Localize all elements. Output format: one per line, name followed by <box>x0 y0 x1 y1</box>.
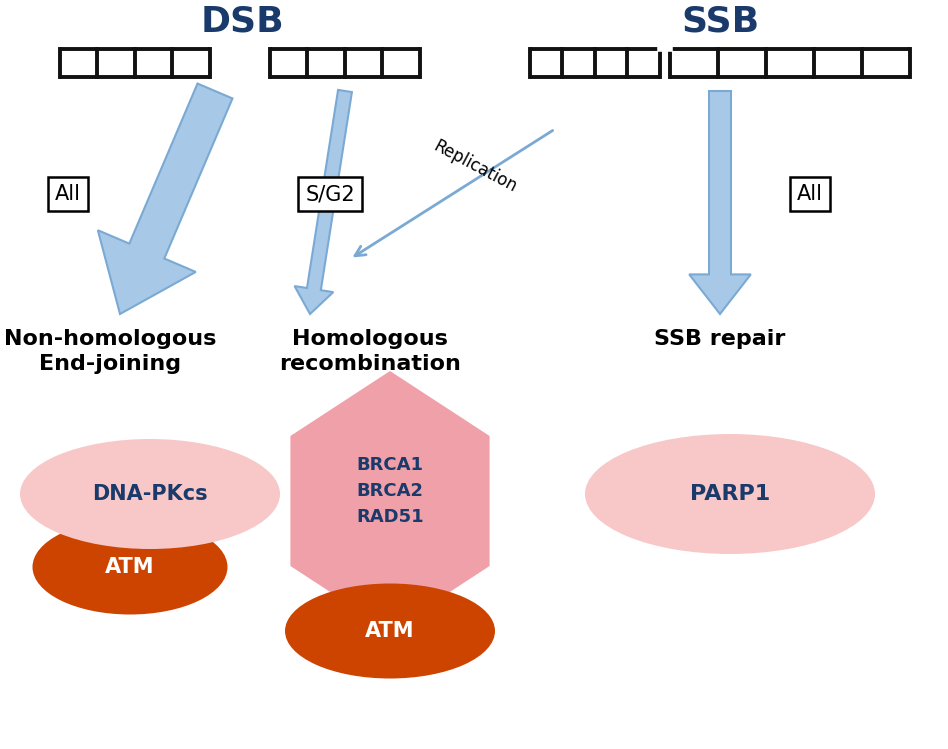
Text: SSB: SSB <box>681 4 759 38</box>
Text: SSB repair: SSB repair <box>654 329 786 349</box>
Ellipse shape <box>585 434 875 554</box>
Text: Homologous
recombination: Homologous recombination <box>279 329 461 374</box>
Text: DSB: DSB <box>200 4 283 38</box>
Text: All: All <box>55 184 81 204</box>
Text: All: All <box>797 184 823 204</box>
Ellipse shape <box>285 583 495 679</box>
Text: PARP1: PARP1 <box>690 484 770 504</box>
Text: ATM: ATM <box>365 621 414 641</box>
Text: BRCA1
BRCA2
RAD51: BRCA1 BRCA2 RAD51 <box>356 455 424 527</box>
Ellipse shape <box>32 520 228 614</box>
Text: Replication: Replication <box>430 138 520 196</box>
Polygon shape <box>290 371 489 631</box>
Polygon shape <box>689 91 751 314</box>
Polygon shape <box>98 84 232 314</box>
Text: S/G2: S/G2 <box>305 184 355 204</box>
Text: Non-homologous
End-joining: Non-homologous End-joining <box>4 329 216 374</box>
Text: DNA-PKcs: DNA-PKcs <box>92 484 208 504</box>
Text: ATM: ATM <box>105 557 155 577</box>
Ellipse shape <box>20 439 280 549</box>
Polygon shape <box>295 90 352 314</box>
